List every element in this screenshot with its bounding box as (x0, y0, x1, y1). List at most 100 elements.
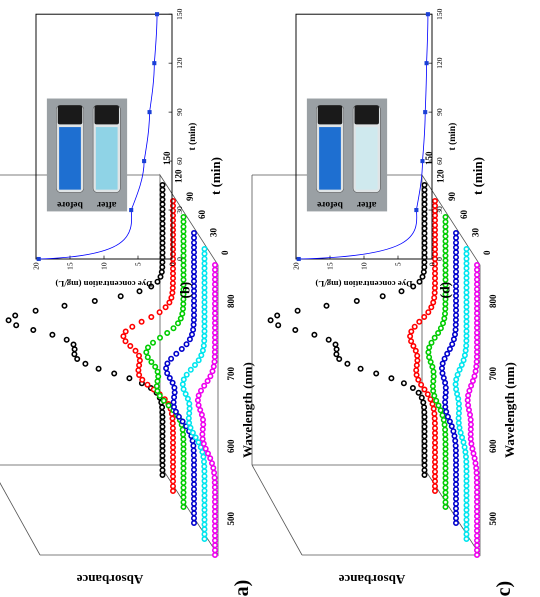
spectrum-point-t90-59 (453, 234, 460, 241)
spectrum-point-t120-40 (200, 342, 207, 349)
spectrum-point-t150-11 (474, 498, 481, 505)
vials-inset-photo: before after (46, 98, 128, 212)
spectrum-point-t0-34 (294, 307, 301, 314)
spectrum-point-t0-38 (398, 288, 405, 295)
spectrum-point-t30-25 (413, 367, 420, 374)
spectrum-point-t90-12 (191, 461, 198, 468)
vial-cap-0 (317, 105, 343, 125)
spectrum-point-t150-60 (212, 262, 219, 269)
spectrum-point-t120-36 (192, 361, 199, 368)
y-axis-label: Dye concentration (mg/L) (315, 279, 412, 289)
spectrum-point-t120-46 (201, 313, 208, 320)
spectrum-point-t90-51 (191, 273, 198, 280)
spectrum-point-t150-28 (200, 416, 207, 423)
spectrum-point-t120-35 (187, 366, 194, 373)
spectrum-point-t90-8 (453, 481, 460, 488)
spectrum-point-t30-49 (432, 251, 439, 258)
spectrum-point-t120-22 (457, 429, 464, 436)
spectrum-point-t60-18 (440, 416, 447, 423)
spectrum-point-t150-12 (212, 493, 219, 500)
spectrum-point-t120-12 (463, 477, 470, 484)
spectrum-t90 (163, 230, 198, 527)
data-point-2 (142, 159, 147, 164)
spectrum-point-t60-24 (154, 387, 161, 394)
spectrum-point-t0-31 (13, 322, 20, 329)
spectrum-point-t0-12 (159, 413, 166, 420)
spectrum-point-t0-17 (415, 389, 422, 396)
spectrum-point-t150-6 (212, 523, 219, 530)
spectrum-point-t0-1 (421, 467, 428, 474)
spectrum-point-t120-27 (456, 405, 463, 412)
spectrum-point-t90-29 (169, 379, 176, 386)
box-edge-top-left (251, 464, 303, 556)
spectrum-point-t120-14 (201, 468, 208, 475)
spectrum-point-t30-38 (162, 304, 169, 311)
spectrum-point-t120-57 (463, 260, 470, 267)
spectrum-point-t150-33 (195, 392, 202, 399)
spectrum-point-t90-23 (443, 408, 450, 415)
spectrum-point-t150-23 (468, 440, 475, 447)
spectrum-point-t90-47 (453, 292, 460, 299)
data-point-1 (414, 207, 419, 213)
spectrum-point-t0-39 (148, 283, 155, 290)
spectrum-point-t90-58 (191, 239, 198, 246)
spectrum-point-t60-39 (441, 315, 448, 322)
spectrum-point-t60-8 (442, 465, 449, 472)
spectrum-point-t60-60 (180, 214, 187, 221)
spectrum-point-t150-57 (212, 276, 219, 283)
spectrum-point-t90-30 (166, 374, 173, 381)
spectrum-point-t90-38 (186, 336, 193, 343)
spectrum-point-t120-17 (200, 453, 207, 460)
spectrum-point-t0-20 (126, 375, 133, 382)
spectrum-point-t150-15 (211, 479, 218, 486)
spectrum-point-t0-36 (353, 298, 360, 305)
spectrum-point-t30-12 (170, 429, 177, 436)
spectrum-point-t30-53 (170, 231, 177, 238)
spectrum-point-t120-4 (201, 516, 208, 523)
spectrum-point-t30-53 (432, 231, 439, 238)
spectrum-point-t120-33 (180, 376, 187, 383)
spectrum-point-t0-23 (344, 360, 351, 367)
vials-inset-photo: before after (306, 98, 388, 212)
spectrum-point-t30-24 (413, 371, 420, 378)
spectrum-point-t120-14 (463, 468, 470, 475)
spectrum-point-t30-8 (432, 449, 439, 456)
spectrum-point-t0-56 (421, 201, 428, 208)
spectrum-point-t0-39 (410, 283, 417, 290)
spectrum-point-t120-28 (186, 400, 193, 407)
spectrum-point-t150-6 (474, 523, 481, 530)
spectrum-point-t150-29 (467, 411, 474, 418)
spectrum-point-t90-57 (191, 244, 198, 251)
spectrum-point-t30-4 (432, 468, 439, 475)
spectrum-point-t0-3 (159, 457, 166, 464)
t-tick-1: 30 (208, 228, 218, 238)
spectrum-point-t120-10 (463, 487, 470, 494)
spectrum-point-t90-29 (442, 379, 449, 386)
spectrum-point-t150-30 (197, 406, 204, 413)
spectrum-t30 (407, 198, 439, 494)
spectrum-point-t150-14 (474, 484, 481, 491)
spectrum-point-t60-57 (180, 228, 187, 235)
spectrum-point-t90-26 (442, 394, 449, 401)
spectrum-point-t0-55 (159, 206, 166, 213)
spectrum-point-t120-51 (463, 289, 470, 296)
spectrum-point-t30-8 (170, 449, 177, 456)
spectrum-point-t30-56 (170, 217, 177, 224)
spectrum-point-t0-8 (421, 433, 428, 440)
spectrum-point-t120-13 (463, 473, 470, 480)
spectrum-point-t60-20 (437, 407, 444, 414)
spectrum-point-t150-54 (212, 291, 219, 298)
vial-cap-1 (94, 105, 119, 125)
spectrum-point-t0-15 (420, 399, 427, 406)
spectrum-point-t90-53 (191, 263, 198, 270)
spectrum-point-t30-2 (170, 478, 177, 485)
spectrum-point-t120-34 (183, 371, 190, 378)
spectrum-point-t150-9 (474, 508, 481, 515)
spectrum-point-t90-10 (453, 471, 460, 478)
spectrum-point-t150-2 (474, 542, 481, 549)
spectrum-point-t0-20 (388, 375, 395, 382)
spectrum-point-t30-31 (408, 338, 415, 345)
spectrum-point-t0-11 (421, 418, 428, 425)
t-tick-3: 90 (185, 192, 195, 202)
